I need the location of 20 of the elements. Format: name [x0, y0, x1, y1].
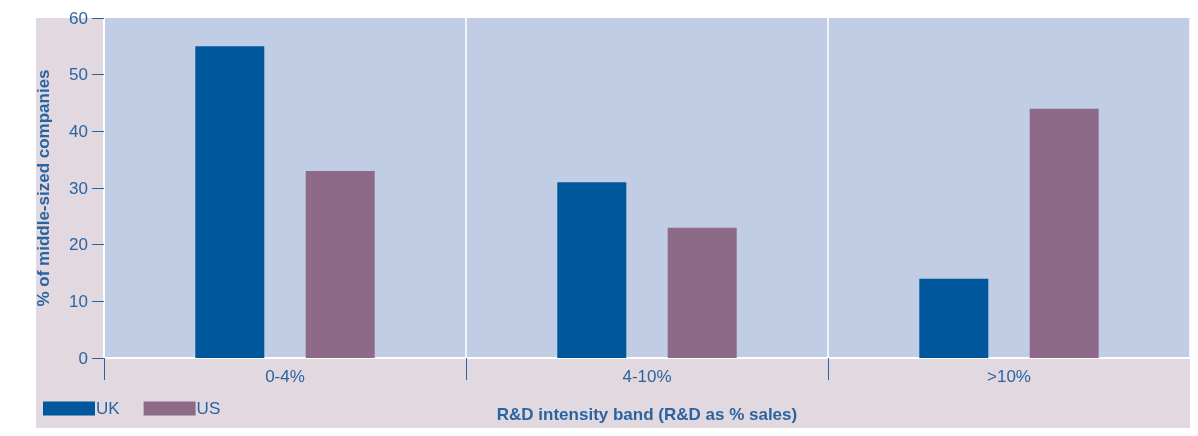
- bar: [919, 278, 989, 358]
- y-tick-label: 40: [69, 121, 88, 141]
- y-tick-label: 20: [69, 235, 88, 255]
- y-tick-label: 30: [69, 178, 88, 198]
- x-axis-title: R&D intensity band (R&D as % sales): [496, 405, 798, 424]
- y-tick-label: 10: [69, 291, 88, 311]
- x-tick-label: >10%: [987, 367, 1031, 386]
- bar: [1029, 108, 1099, 358]
- bar: [667, 227, 737, 358]
- bar: [195, 46, 265, 358]
- y-tick-label: 50: [69, 65, 88, 85]
- y-tick-label: 0: [78, 348, 88, 368]
- x-tick-label: 4-10%: [622, 367, 672, 386]
- bar: [305, 171, 375, 358]
- y-axis-title: % of middle-sized companies: [34, 69, 53, 307]
- legend-label: UK: [96, 399, 121, 418]
- x-tick-label: 0-4%: [265, 367, 305, 386]
- legend-label: US: [196, 399, 221, 418]
- bar: [557, 182, 627, 358]
- y-tick-label: 60: [69, 8, 88, 28]
